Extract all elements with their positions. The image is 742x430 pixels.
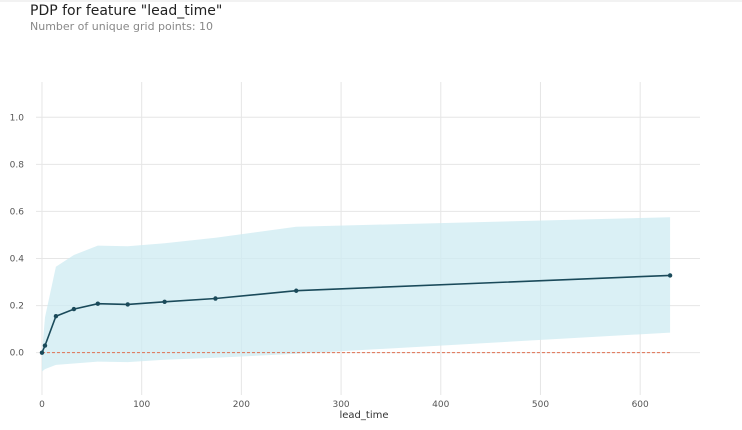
- pdp-point: [39, 350, 45, 355]
- y-tick-label: 0.6: [10, 207, 25, 217]
- top-border: [0, 0, 742, 2]
- chart-subtitle: Number of unique grid points: 10: [30, 20, 214, 33]
- pdp-point: [42, 343, 48, 348]
- x-tick-label: 600: [632, 400, 649, 410]
- x-tick-label: 500: [532, 400, 549, 410]
- pdp-point: [125, 302, 130, 307]
- confidence-band: [42, 217, 671, 372]
- pdp-point: [162, 299, 167, 305]
- x-tick-label: 100: [133, 400, 150, 410]
- y-tick-label: 0.0: [10, 349, 25, 359]
- x-tick-label: 400: [432, 400, 449, 410]
- x-tick-label: 300: [332, 400, 349, 410]
- pdp-point: [95, 301, 101, 306]
- y-tick-label: 0.2: [10, 302, 24, 312]
- pdp-point: [71, 306, 77, 312]
- pdp-line: [41, 274, 671, 353]
- y-tick-label: 0.4: [10, 255, 25, 265]
- pdp-point: [294, 288, 299, 293]
- pdp-point: [667, 273, 673, 278]
- pdp-line-layer: [41, 274, 671, 353]
- pdp-point-layer: [39, 273, 673, 355]
- x-axis-label: lead_time: [340, 410, 389, 421]
- chart-title: PDP for feature "lead_time": [30, 3, 223, 19]
- x-tick-label: 200: [233, 400, 250, 410]
- confidence-band-layer: [42, 217, 671, 372]
- y-tick-label: 0.8: [10, 160, 25, 170]
- x-tick-label: 0: [39, 400, 45, 410]
- tick-label-layer: 0 100 200 300 400 500 600 0.0 0.2 0.4 0.6 0.8 1.0: [10, 113, 649, 410]
- y-tick-label: 1.0: [10, 113, 25, 123]
- pdp-point: [53, 313, 59, 319]
- pdp-point: [213, 296, 218, 301]
